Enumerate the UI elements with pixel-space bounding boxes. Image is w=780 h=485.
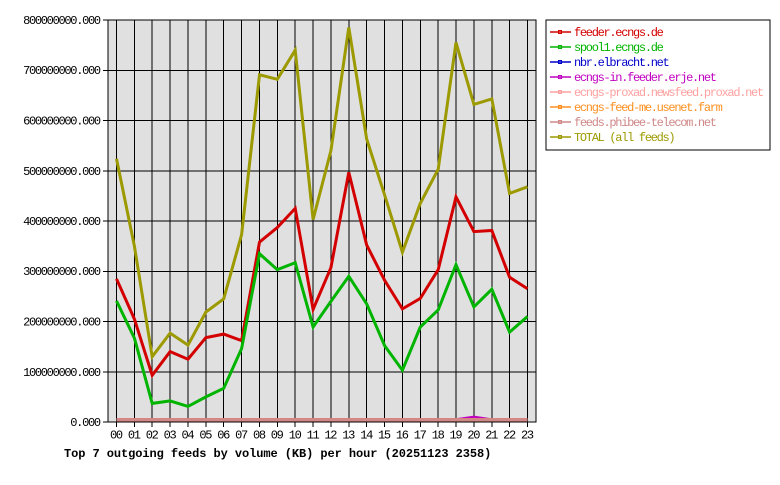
svg-text:02: 02 <box>146 429 159 443</box>
svg-text:12: 12 <box>324 429 337 443</box>
svg-text:01: 01 <box>128 429 141 443</box>
svg-text:spool1.ecngs.de: spool1.ecngs.de <box>574 41 664 55</box>
svg-text:13: 13 <box>342 429 355 443</box>
svg-text:20: 20 <box>467 429 480 443</box>
svg-text:600000000.000: 600000000.000 <box>23 115 101 129</box>
svg-text:200000000.000: 200000000.000 <box>23 316 101 330</box>
svg-text:14: 14 <box>360 429 373 443</box>
svg-text:nbr.elbracht.net: nbr.elbracht.net <box>574 56 669 70</box>
svg-text:100000000.000: 100000000.000 <box>23 366 101 380</box>
svg-text:ecngs-in.feeder.erje.net: ecngs-in.feeder.erje.net <box>574 71 716 85</box>
svg-text:800000000.000: 800000000.000 <box>23 14 101 28</box>
svg-text:16: 16 <box>396 429 409 443</box>
svg-text:22: 22 <box>503 429 516 443</box>
svg-text:11: 11 <box>307 429 320 443</box>
svg-text:10: 10 <box>289 429 302 443</box>
svg-text:feeder.ecngs.de: feeder.ecngs.de <box>574 26 664 40</box>
svg-text:ecngs-feed-me.usenet.farm: ecngs-feed-me.usenet.farm <box>574 101 723 115</box>
svg-text:500000000.000: 500000000.000 <box>23 165 101 179</box>
svg-text:08: 08 <box>253 429 266 443</box>
svg-text:03: 03 <box>164 429 177 443</box>
svg-text:06: 06 <box>217 429 230 443</box>
svg-text:18: 18 <box>432 429 445 443</box>
svg-text:19: 19 <box>449 429 462 443</box>
svg-text:04: 04 <box>181 429 194 443</box>
svg-text:23: 23 <box>521 429 534 443</box>
svg-text:17: 17 <box>414 429 427 443</box>
svg-text:400000000.000: 400000000.000 <box>23 215 101 229</box>
svg-text:700000000.000: 700000000.000 <box>23 64 101 78</box>
svg-text:07: 07 <box>235 429 248 443</box>
svg-text:00: 00 <box>110 429 123 443</box>
svg-text:Top 7 outgoing feeds by volume: Top 7 outgoing feeds by volume (KB) per … <box>64 447 491 461</box>
svg-text:05: 05 <box>199 429 212 443</box>
svg-text:0.000: 0.000 <box>70 416 101 430</box>
svg-text:15: 15 <box>378 429 391 443</box>
svg-text:TOTAL (all feeds): TOTAL (all feeds) <box>574 131 674 145</box>
svg-text:feeds.phibee-telecom.net: feeds.phibee-telecom.net <box>574 116 716 130</box>
svg-text:300000000.000: 300000000.000 <box>23 265 101 279</box>
svg-text:21: 21 <box>485 429 498 443</box>
svg-text:ecngs-proxad.newsfeed.proxad.n: ecngs-proxad.newsfeed.proxad.net <box>574 86 763 100</box>
svg-text:09: 09 <box>271 429 284 443</box>
